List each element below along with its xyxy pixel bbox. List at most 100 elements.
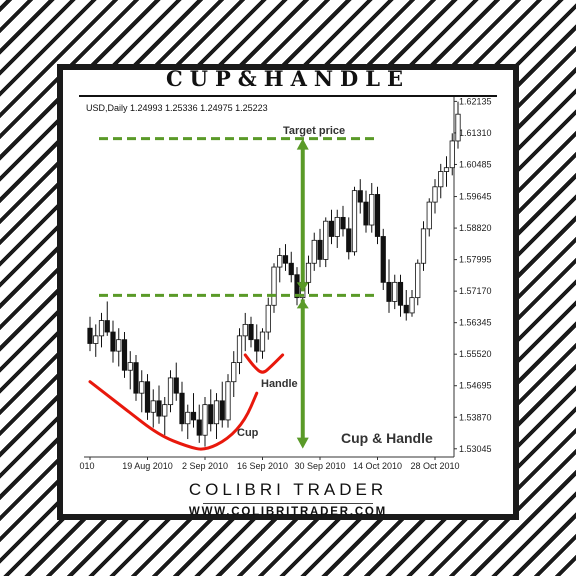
y-tick-label: 1.62135 — [459, 96, 492, 106]
bullish-candle — [415, 262, 421, 299]
bullish-candle — [167, 377, 174, 406]
cup-label: Cup — [237, 427, 259, 439]
bearish-candle — [346, 228, 352, 253]
bearish-candle — [179, 392, 185, 425]
cup-curve — [88, 380, 259, 451]
bullish-candle — [127, 362, 133, 371]
bearish-candle — [121, 339, 128, 371]
bearish-candle — [363, 201, 369, 226]
bearish-candle — [288, 262, 294, 276]
bullish-candle — [98, 320, 105, 337]
symbol-info: USD,Daily 1.24993 1.25336 1.24975 1.2522… — [86, 103, 268, 113]
y-tick-label: 1.59645 — [459, 192, 492, 202]
pattern-height-arrow-head-end — [296, 437, 309, 449]
handle-curve — [243, 353, 285, 374]
bearish-candle — [340, 216, 346, 230]
pattern-label: Cup & Handle — [341, 430, 433, 446]
title-underline — [79, 95, 497, 97]
bullish-candle — [432, 186, 438, 203]
x-tick-label: 14 Oct 2010 — [353, 461, 402, 471]
brand-underline — [203, 503, 373, 504]
plot-area — [84, 97, 454, 457]
bullish-candle — [277, 255, 283, 268]
bearish-candle — [357, 190, 363, 203]
bearish-candle — [254, 339, 260, 352]
x-tick-label: 2 Sep 2010 — [182, 461, 228, 471]
bearish-candle — [403, 304, 409, 314]
bullish-candle — [409, 297, 415, 314]
y-tick-label: 1.55520 — [459, 349, 492, 359]
bullish-candle — [438, 171, 444, 188]
bullish-candle — [420, 228, 427, 264]
y-tick-label: 1.60485 — [459, 159, 492, 169]
target-arrow-head-start — [296, 282, 309, 292]
bearish-candle — [219, 400, 225, 421]
bullish-candle — [242, 323, 248, 337]
y-tick-label: 1.57995 — [459, 255, 492, 265]
bullish-candle — [369, 194, 375, 226]
y-tick-label: 1.57170 — [459, 286, 492, 296]
website-url: WWW.COLIBRITRADER.COM — [188, 506, 388, 518]
bullish-candle — [323, 220, 329, 260]
bullish-candle — [449, 140, 455, 169]
candles — [87, 101, 461, 447]
bullish-candle — [162, 404, 168, 417]
bearish-candle — [282, 255, 289, 264]
bullish-candle — [236, 335, 243, 364]
bearish-candle — [110, 331, 116, 352]
bearish-candle — [190, 411, 197, 421]
y-axis-ticks: 1.62135 1.61310 1.60485 1.59645 1.58820 1.579… — [454, 96, 492, 454]
x-tick-label: 28 Oct 2010 — [410, 461, 459, 471]
pattern-height-arrow-head-start — [296, 299, 309, 309]
y-tick-label: 1.54695 — [459, 381, 492, 391]
bullish-candle — [271, 266, 277, 306]
bullish-candle — [265, 304, 271, 333]
brand-name: COLIBRI TRADER — [188, 480, 388, 499]
bullish-candle — [443, 167, 450, 172]
bearish-candle — [87, 327, 93, 344]
bullish-candle — [455, 113, 461, 142]
bearish-candle — [386, 281, 392, 302]
bearish-candle — [208, 404, 214, 425]
bullish-candle — [116, 339, 122, 352]
bearish-candle — [397, 281, 404, 306]
bearish-candle — [156, 400, 162, 417]
bearish-candle — [133, 362, 139, 394]
bullish-candle — [139, 381, 145, 394]
bearish-candle — [173, 377, 179, 394]
bullish-candle — [351, 190, 358, 253]
page-title: CUP&HANDLE — [165, 66, 411, 91]
bearish-candle — [374, 194, 381, 237]
target-price-label: Target price — [283, 125, 345, 137]
bullish-candle — [213, 400, 220, 425]
x-tick-label: 19 Aug 2010 — [122, 461, 173, 471]
bearish-candle — [380, 236, 386, 283]
bullish-candle — [202, 404, 208, 436]
x-axis-ticks: 010 19 Aug 2010 2 Sep 2010 16 Sep 2010 30 Se… — [79, 457, 460, 471]
pattern-overlays — [88, 137, 374, 451]
bullish-candle — [259, 331, 266, 352]
bullish-candle — [426, 201, 432, 230]
y-tick-label: 1.58820 — [459, 223, 492, 233]
bearish-candle — [248, 323, 254, 341]
y-tick-label: 1.53870 — [459, 412, 492, 422]
bullish-candle — [334, 216, 340, 237]
bearish-candle — [104, 320, 110, 333]
x-tick-label: 010 — [79, 461, 94, 471]
bullish-candle — [231, 362, 237, 383]
bullish-candle — [311, 239, 317, 264]
y-tick-label: 1.56345 — [459, 318, 492, 328]
bullish-candle — [305, 262, 312, 283]
x-tick-label: 16 Sep 2010 — [237, 461, 288, 471]
bearish-candle — [317, 239, 323, 260]
bearish-candle — [294, 274, 300, 299]
bullish-candle — [225, 381, 231, 421]
bearish-candle — [328, 220, 335, 237]
x-tick-label: 30 Sep 2010 — [294, 461, 345, 471]
bullish-candle — [150, 400, 156, 413]
target-arrow-head-end — [296, 138, 309, 150]
bullish-candle — [392, 281, 398, 302]
bullish-candle — [185, 411, 191, 425]
y-tick-label: 1.61310 — [459, 128, 492, 138]
